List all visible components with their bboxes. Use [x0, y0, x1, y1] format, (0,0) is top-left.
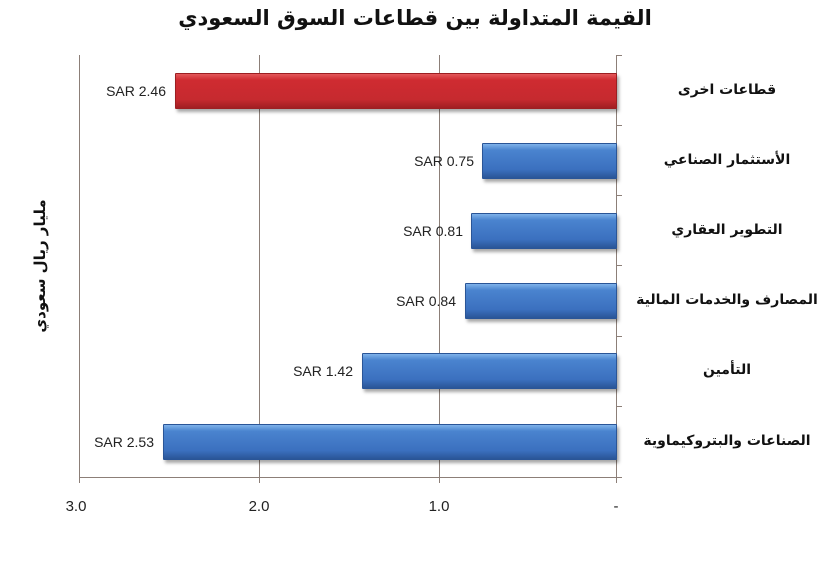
data-label: SAR 0.75: [414, 153, 474, 169]
bar-insurance: [362, 353, 617, 389]
category-label: الصناعات والبتروكيماوية: [643, 433, 811, 449]
x-tick: [616, 477, 617, 483]
category-label: التأمين: [702, 362, 751, 378]
y-tick: [616, 265, 622, 266]
bar-other-sectors: [175, 73, 617, 109]
x-tick: [259, 477, 260, 483]
y-tick: [616, 477, 622, 478]
y-axis-line: [616, 55, 617, 482]
data-label: SAR 0.84: [396, 293, 456, 309]
y-tick: [616, 195, 622, 196]
data-label: SAR 2.53: [94, 434, 154, 450]
plot-area: [79, 55, 616, 477]
category-label: التطوير العقاري: [671, 222, 783, 238]
bar-banks-financial-services: [465, 283, 617, 319]
data-label: SAR 1.42: [293, 363, 353, 379]
x-tick-label: 3.0: [65, 498, 87, 515]
category-label: الأستثمار الصناعي: [663, 152, 791, 168]
y-tick: [616, 406, 622, 407]
y-tick: [616, 125, 622, 126]
gridline-2: [259, 55, 260, 477]
category-label: المصارف والخدمات المالية: [636, 292, 818, 308]
x-tick-label: 1.0: [428, 498, 450, 515]
x-tick: [79, 477, 80, 483]
data-label: SAR 0.81: [403, 223, 463, 239]
y-tick: [616, 336, 622, 337]
x-tick: [439, 477, 440, 483]
chart-title: القيمة المتداولة بين قطاعات السوق السعود…: [178, 6, 652, 30]
bar-real-estate-development: [471, 213, 617, 249]
x-tick-label: 2.0: [248, 498, 270, 515]
category-label: قطاعات اخرى: [677, 82, 777, 98]
x-axis-line: [79, 477, 622, 478]
y-tick: [616, 55, 622, 56]
gridline-3: [79, 55, 80, 477]
data-label: SAR 2.46: [106, 83, 166, 99]
x-tick-label: -: [613, 498, 619, 515]
y-axis-label: مليار ريال سعودي: [31, 199, 49, 333]
gridline-1: [439, 55, 440, 477]
bar-petrochemical-industries: [163, 424, 617, 460]
bar-industrial-investment: [482, 143, 617, 179]
